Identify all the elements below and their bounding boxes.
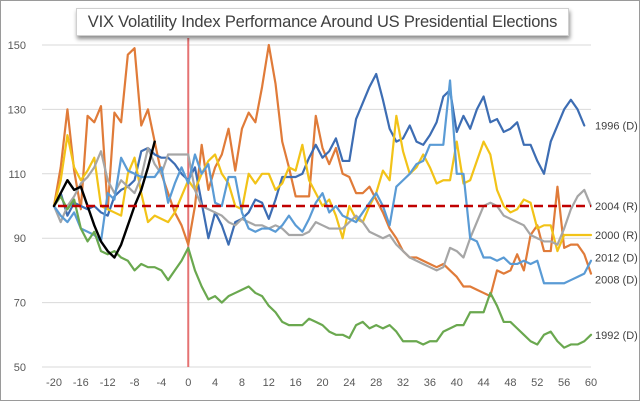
series-line-2008-d <box>52 43 593 298</box>
y-axis-ticks: 50 70 90 110 130 150 <box>8 40 26 374</box>
series-line-1996-d <box>52 72 586 246</box>
end-label: 1992 (D) <box>595 330 638 342</box>
series-line-1992-d <box>52 195 593 349</box>
x-tick-label: 0 <box>185 377 191 389</box>
x-tick-label: 44 <box>477 377 489 389</box>
x-tick-label: 28 <box>370 377 382 389</box>
x-tick-label: 40 <box>451 377 463 389</box>
series-line-2000-r <box>52 114 593 253</box>
y-tick-label: 150 <box>8 40 26 52</box>
end-label: 2012 (D) <box>595 253 638 265</box>
x-tick-label: -12 <box>100 377 116 389</box>
series-line-2016 <box>52 140 156 259</box>
y-tick-label: 130 <box>8 104 26 116</box>
x-tick-label: 20 <box>316 377 328 389</box>
series-lines <box>52 43 593 349</box>
x-tick-label: 48 <box>504 377 516 389</box>
x-tick-label: 24 <box>343 377 355 389</box>
gridlines <box>42 44 591 368</box>
x-tick-label: 36 <box>424 377 436 389</box>
x-tick-label: 8 <box>239 377 245 389</box>
x-tick-label: -4 <box>157 377 167 389</box>
x-tick-label: 16 <box>290 377 302 389</box>
end-label: 2004 (R) <box>595 201 638 213</box>
y-tick-label: 50 <box>14 362 26 374</box>
x-axis-ticks: -20 -16 -12 -8 -4 0 4 8 12 16 20 24 28 32 36 40 44 48 52 56… <box>46 377 597 389</box>
y-tick-label: 70 <box>14 298 26 310</box>
x-tick-label: 12 <box>263 377 275 389</box>
x-tick-label: -8 <box>130 377 140 389</box>
x-tick-label: 32 <box>397 377 409 389</box>
x-tick-label: 56 <box>558 377 570 389</box>
chart-title: VIX Volatility Index Performance Around … <box>87 12 558 31</box>
x-tick-label: -16 <box>73 377 89 389</box>
x-tick-label: 52 <box>531 377 543 389</box>
x-tick-label: 60 <box>585 377 597 389</box>
y-tick-label: 110 <box>8 169 26 181</box>
series-line-2004-r <box>52 146 593 272</box>
chart-title-box: VIX Volatility Index Performance Around … <box>76 8 569 36</box>
end-label: 2008 (D) <box>595 275 638 287</box>
x-tick-label: 4 <box>212 377 218 389</box>
end-labels: 1996 (D) 2004 (R) 2000 (R) 2012 (D) 2008 (D)… <box>595 121 638 342</box>
series-line-2012-d <box>52 79 593 285</box>
end-label: 1996 (D) <box>595 121 638 133</box>
end-label: 2000 (R) <box>595 230 638 242</box>
y-tick-label: 90 <box>14 233 26 245</box>
x-tick-label: -20 <box>46 377 62 389</box>
